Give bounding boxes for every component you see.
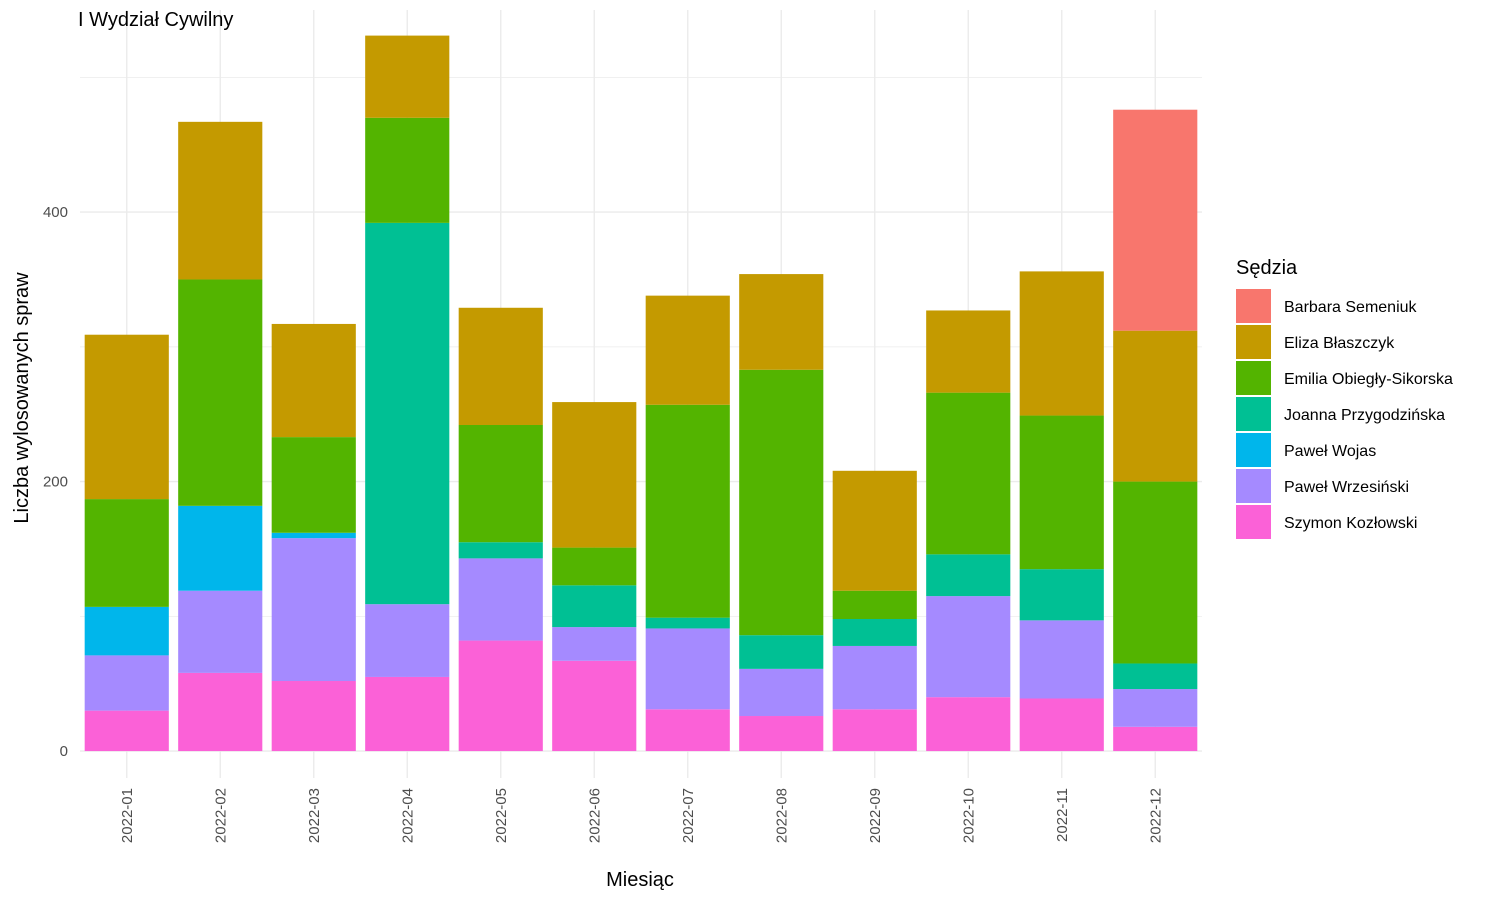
bar-segment: Paweł Wojas 2022-03: 4 [271, 532, 356, 539]
bar-segment: Joanna Przygodzińska 2022-12: 19 [1113, 663, 1198, 690]
legend-swatch [1236, 289, 1271, 323]
legend: Sędzia Barbara Semeniuk Eliza Błaszczyk Em… [1236, 257, 1453, 539]
bars-layer: Szymon Kozłowski 2022-01: 30Paweł Wrzesi… [84, 35, 1198, 752]
bar-segment: Eliza Błaszczyk 2022-02: 117 [178, 121, 263, 280]
bar-segment: Emilia Obiegły-Sikorska 2022-10: 120 [926, 392, 1011, 555]
bar-segment: Emilia Obiegły-Sikorska 2022-04: 78 [365, 117, 450, 223]
x-tick-label: 2022-02 [212, 788, 229, 843]
bar-segment: Eliza Błaszczyk 2022-07: 81 [645, 295, 730, 405]
bar-segment: Emilia Obiegły-Sikorska 2022-06: 28 [552, 547, 637, 586]
x-axis-title: Miesiąc [606, 869, 674, 891]
bar-segment: Szymon Kozłowski 2022-01: 30 [84, 710, 169, 752]
legend-swatch [1236, 469, 1271, 503]
x-tick-label: 2022-10 [960, 788, 977, 843]
bar-segment: Szymon Kozłowski 2022-08: 26 [739, 716, 824, 752]
bar-segment: Paweł Wrzesiński 2022-05: 61 [458, 558, 543, 641]
x-tick-label: 2022-08 [773, 788, 790, 843]
legend-swatch [1236, 361, 1271, 395]
x-tick-label: 2022-11 [1054, 788, 1071, 842]
bar-segment: Eliza Błaszczyk 2022-03: 84 [271, 323, 356, 438]
bar-segment: Joanna Przygodzińska 2022-07: 8 [645, 617, 730, 629]
x-tick-label: 2022-06 [586, 788, 603, 843]
bar-segment: Paweł Wrzesiński 2022-11: 58 [1019, 620, 1104, 699]
bar-segment: Barbara Semeniuk 2022-12: 164 [1113, 109, 1198, 331]
bar-segment: Eliza Błaszczyk 2022-05: 87 [458, 307, 543, 425]
bar-segment: Paweł Wrzesiński 2022-07: 60 [645, 628, 730, 710]
bar-segment: Joanna Przygodzińska 2022-04: 283 [365, 222, 450, 605]
bar-segment: Emilia Obiegły-Sikorska 2022-07: 158 [645, 404, 730, 618]
bar-segment: Emilia Obiegły-Sikorska 2022-02: 168 [178, 279, 263, 506]
bar-segment: Eliza Błaszczyk 2022-01: 122 [84, 334, 169, 500]
legend-swatch [1236, 505, 1271, 539]
bar-segment: Szymon Kozłowski 2022-11: 39 [1019, 698, 1104, 752]
bar-segment: Paweł Wrzesiński 2022-08: 35 [739, 668, 824, 717]
legend-label: Barbara Semeniuk [1284, 299, 1418, 316]
bar-segment: Paweł Wrzesiński 2022-04: 54 [365, 604, 450, 677]
bar-segment: Eliza Błaszczyk 2022-12: 112 [1113, 330, 1198, 482]
x-tick-label: 2022-01 [119, 788, 136, 843]
bar-segment: Paweł Wrzesiński 2022-09: 47 [832, 645, 917, 710]
y-tick-label: 200 [43, 474, 68, 491]
bar-segment: Joanna Przygodzińska 2022-05: 12 [458, 542, 543, 559]
legend-label: Szymon Kozłowski [1284, 515, 1417, 532]
bar-segment: Paweł Wrzesiński 2022-01: 41 [84, 655, 169, 711]
legend-swatch [1236, 325, 1271, 359]
bar-segment: Szymon Kozłowski 2022-02: 58 [178, 672, 263, 752]
x-tick-label: 2022-07 [680, 788, 697, 843]
bar-segment: Emilia Obiegły-Sikorska 2022-11: 114 [1019, 415, 1104, 570]
x-tick-label: 2022-03 [306, 788, 323, 843]
bar-segment: Paweł Wrzesiński 2022-03: 106 [271, 538, 356, 681]
legend-title: Sędzia [1236, 257, 1298, 279]
legend-swatch [1236, 397, 1271, 431]
bar-segment: Joanna Przygodzińska 2022-06: 31 [552, 585, 637, 628]
bar-segment: Szymon Kozłowski 2022-03: 52 [271, 680, 356, 752]
bar-segment: Eliza Błaszczyk 2022-10: 61 [926, 310, 1011, 393]
legend-label: Eliza Błaszczyk [1284, 335, 1395, 352]
legend-swatch [1236, 433, 1271, 467]
bar-segment: Paweł Wrzesiński 2022-02: 61 [178, 590, 263, 673]
x-tick-label: 2022-12 [1147, 788, 1164, 843]
legend-label: Paweł Wrzesiński [1284, 479, 1409, 496]
bar-segment: Szymon Kozłowski 2022-10: 40 [926, 697, 1011, 752]
bar-segment: Emilia Obiegły-Sikorska 2022-12: 135 [1113, 481, 1198, 664]
y-tick-label: 400 [43, 204, 68, 221]
bar-segment: Szymon Kozłowski 2022-05: 82 [458, 640, 543, 752]
bar-segment: Emilia Obiegły-Sikorska 2022-01: 80 [84, 499, 169, 607]
bar-segment: Joanna Przygodzińska 2022-11: 38 [1019, 569, 1104, 621]
bar-segment: Paweł Wrzesiński 2022-06: 25 [552, 627, 637, 661]
x-tick-label: 2022-04 [399, 788, 416, 843]
bar-segment: Szymon Kozłowski 2022-07: 31 [645, 709, 730, 752]
x-tick-label: 2022-05 [493, 788, 510, 843]
bar-segment: Szymon Kozłowski 2022-09: 31 [832, 709, 917, 752]
x-tick-label: 2022-09 [867, 788, 884, 843]
bar-segment: Emilia Obiegły-Sikorska 2022-03: 71 [271, 437, 356, 533]
bar-segment: Szymon Kozłowski 2022-12: 18 [1113, 726, 1198, 752]
bar-segment: Joanna Przygodzińska 2022-08: 25 [739, 635, 824, 669]
y-axis-title: Liczba wylosowanych spraw [11, 272, 33, 524]
bar-segment: Szymon Kozłowski 2022-04: 55 [365, 676, 450, 752]
bar-segment: Eliza Błaszczyk 2022-11: 107 [1019, 271, 1104, 416]
legend-label: Emilia Obiegły-Sikorska [1284, 371, 1453, 388]
bar-segment: Szymon Kozłowski 2022-06: 67 [552, 660, 637, 752]
bar-segment: Paweł Wojas 2022-02: 63 [178, 505, 263, 591]
bar-segment: Eliza Błaszczyk 2022-06: 108 [552, 402, 637, 548]
bar-segment: Joanna Przygodzińska 2022-10: 31 [926, 554, 1011, 597]
bar-segment: Eliza Błaszczyk 2022-09: 89 [832, 470, 917, 591]
bar-segment: Emilia Obiegły-Sikorska 2022-05: 87 [458, 424, 543, 543]
bar-segment: Paweł Wrzesiński 2022-10: 75 [926, 596, 1011, 698]
legend-label: Joanna Przygodzińska [1284, 407, 1445, 424]
bar-segment: Emilia Obiegły-Sikorska 2022-08: 197 [739, 369, 824, 636]
y-tick-label: 0 [60, 743, 68, 760]
chart-title: I Wydział Cywilny [78, 9, 233, 31]
bar-segment: Eliza Błaszczyk 2022-08: 71 [739, 274, 824, 370]
bar-segment: Eliza Błaszczyk 2022-04: 61 [365, 35, 450, 118]
bar-segment: Joanna Przygodzińska 2022-09: 20 [832, 619, 917, 646]
bar-segment: Paweł Wojas 2022-01: 36 [84, 606, 169, 656]
bar-segment: Paweł Wrzesiński 2022-12: 28 [1113, 689, 1198, 727]
bar-segment: Emilia Obiegły-Sikorska 2022-09: 21 [832, 590, 917, 620]
legend-label: Paweł Wojas [1284, 443, 1376, 460]
axis-layer: 0 200 400 2022-01 2022-02 2022-03 2022-04 2022-… [43, 204, 1164, 843]
